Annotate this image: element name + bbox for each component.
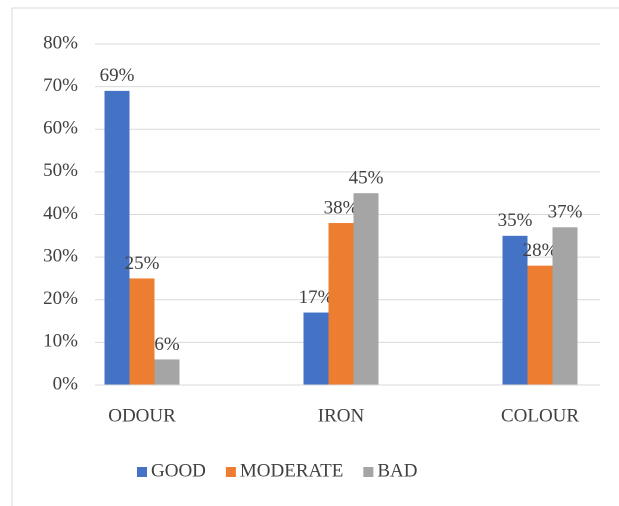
bar	[154, 359, 180, 385]
y-tick-label: 60%	[43, 118, 78, 139]
legend-label: BAD	[377, 460, 417, 481]
y-tick-label: 80%	[43, 32, 78, 53]
y-tick-label: 40%	[43, 203, 78, 224]
y-tick-label: 0%	[53, 373, 79, 394]
bar	[129, 278, 155, 385]
legend-swatch	[225, 467, 236, 477]
bar	[328, 223, 354, 385]
value-label: 25%	[125, 253, 160, 274]
value-label: 37%	[548, 202, 583, 223]
legend-swatch	[363, 467, 374, 477]
value-label: 38%	[324, 197, 359, 218]
y-tick-label: 20%	[43, 288, 78, 309]
value-label: 17%	[299, 287, 334, 308]
x-tick-label: COLOUR	[501, 405, 579, 426]
x-tick-label: ODOUR	[108, 405, 176, 426]
y-tick-label: 50%	[43, 160, 78, 181]
value-label: 45%	[349, 168, 384, 189]
legend-label: GOOD	[151, 460, 206, 481]
x-tick-label: IRON	[318, 405, 365, 426]
bar	[353, 193, 379, 385]
y-tick-label: 30%	[43, 245, 78, 266]
legend-swatch	[137, 467, 147, 477]
y-tick-label: 10%	[43, 331, 78, 352]
value-label: 69%	[100, 65, 135, 86]
bar	[303, 312, 329, 385]
legend-label: MODERATE	[240, 460, 343, 481]
value-label: 6%	[154, 334, 180, 355]
bar	[502, 235, 528, 385]
value-label: 35%	[498, 210, 533, 231]
value-label: 28%	[523, 240, 558, 261]
bar	[552, 227, 578, 385]
chart-border	[11, 7, 619, 506]
bar	[527, 265, 553, 385]
bar	[104, 90, 130, 385]
y-tick-label: 70%	[43, 75, 78, 96]
